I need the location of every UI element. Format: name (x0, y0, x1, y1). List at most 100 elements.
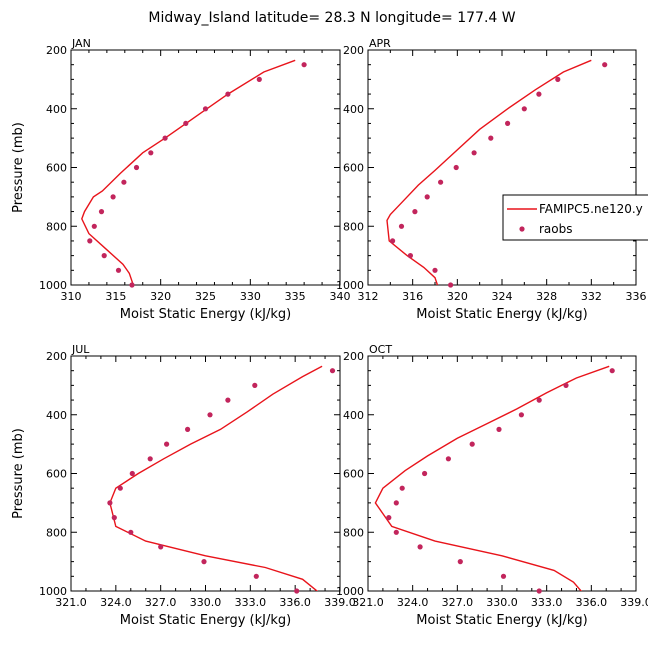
x-tick-label: 324.0 (397, 596, 429, 609)
x-tick-label: 320 (150, 290, 171, 303)
y-axis-label: Pressure (mb) (11, 122, 26, 213)
raob-point (438, 179, 444, 185)
x-tick-label: 336 (626, 290, 647, 303)
raob-point (407, 253, 413, 259)
model-line (109, 365, 323, 591)
y-tick-label: 200 (46, 44, 67, 57)
figure-title: Midway_Island latitude= 28.3 N longitude… (148, 10, 515, 26)
raob-point (386, 515, 392, 521)
y-tick-label: 600 (343, 162, 364, 175)
raob-point (147, 456, 153, 462)
raob-point (185, 426, 191, 432)
y-tick-label: 400 (343, 409, 364, 422)
x-tick-label: 324 (492, 290, 513, 303)
panel-title: OCT (369, 343, 392, 356)
x-tick-label: 327.0 (145, 596, 177, 609)
x-tick-label: 335 (285, 290, 306, 303)
raob-point (225, 397, 231, 403)
raob-point (390, 238, 396, 244)
raob-point (121, 179, 127, 185)
x-tick-label: 332 (581, 290, 602, 303)
x-tick-label: 333.0 (235, 596, 267, 609)
legend-box (502, 194, 648, 241)
raob-point (422, 470, 428, 477)
x-tick-label: 330.0 (486, 596, 518, 609)
raob-point (202, 106, 209, 112)
x-tick-label: 339.0 (324, 596, 356, 609)
y-tick-label: 800 (46, 526, 67, 539)
raob-point (129, 282, 135, 288)
raob-point (453, 164, 459, 171)
x-tick-label: 340 (330, 290, 351, 303)
raob-point (496, 426, 502, 432)
x-tick-label: 325 (195, 290, 216, 303)
raob-point (107, 500, 113, 506)
panels: 310 315 320 325 330 335 340 200 400 600 800 1000 JAN… (11, 37, 648, 628)
x-tick-label: 330.0 (190, 596, 222, 609)
raob-point (91, 223, 97, 229)
raob-point (448, 282, 454, 288)
panel-title: JUL (71, 343, 90, 356)
x-axis-label: Moist Static Energy (kJ/kg) (120, 307, 291, 322)
plot-frame (70, 49, 341, 286)
legend: FAMIPC5.ne120.y raobs (502, 194, 648, 241)
raob-point (98, 209, 105, 215)
raob-point (148, 150, 154, 156)
x-tick-label: 336.0 (279, 596, 311, 609)
x-tick-label: 321.0 (55, 596, 87, 609)
raob-point (399, 485, 405, 491)
x-tick-label: 339.0 (620, 596, 648, 609)
raob-point (253, 573, 259, 579)
x-axis-label: Moist Static Energy (kJ/kg) (416, 307, 587, 322)
x-tick-label: 312 (358, 290, 379, 303)
raob-point (252, 382, 258, 388)
panel-oct: 321.0 324.0 327.0 330.0 333.0 336.0 339.0 200 40… (336, 343, 648, 628)
y-tick-label: 400 (46, 409, 67, 422)
legend-model-label: FAMIPC5.ne120.y (539, 202, 643, 216)
x-tick-label: 310 (61, 290, 82, 303)
raob-point (133, 164, 140, 171)
x-tick-label: 315 (105, 290, 126, 303)
raob-point (412, 209, 418, 215)
raob-point (445, 456, 451, 462)
panel-apr: 312 316 320 324 328 332 336 200 400 600 800 1000 APR… (336, 37, 647, 322)
y-tick-label: 1000 (336, 585, 364, 598)
y-tick-label: 600 (343, 468, 364, 481)
y-tick-label: 400 (343, 103, 364, 116)
raob-point (398, 223, 405, 229)
raob-point (115, 267, 122, 273)
x-tick-label: 328 (536, 290, 557, 303)
raob-point (158, 544, 164, 550)
raob-point (164, 441, 170, 447)
raob-point (207, 412, 213, 418)
raob-point (563, 382, 569, 388)
y-tick-label: 1000 (336, 279, 364, 292)
raob-point (129, 470, 135, 477)
raob-point (225, 91, 231, 97)
raob-point (505, 120, 511, 126)
raob-point (111, 515, 117, 521)
model-line (374, 365, 610, 591)
y-tick-label: 800 (343, 526, 364, 539)
x-tick-label: 327.0 (442, 596, 474, 609)
panel-jul: 321.0 324.0 327.0 330.0 333.0 336.0 339.0 200 40… (11, 343, 356, 628)
raob-point (117, 485, 123, 491)
y-tick-label: 400 (46, 103, 67, 116)
raob-point (471, 150, 477, 156)
y-tick-label: 600 (46, 162, 67, 175)
x-tick-label: 316 (402, 290, 423, 303)
raob-point (432, 267, 438, 273)
legend-dot-swatch (519, 226, 525, 232)
raob-point (602, 62, 608, 68)
y-tick-label: 800 (343, 220, 364, 233)
x-axis-label: Moist Static Energy (kJ/kg) (120, 613, 291, 628)
y-axis-label: Pressure (mb) (11, 428, 26, 519)
x-tick-label: 321.0 (352, 596, 384, 609)
x-axis-label: Moist Static Energy (kJ/kg) (416, 613, 587, 628)
y-tick-label: 200 (343, 44, 364, 57)
plot-frame (367, 49, 637, 286)
raob-point (488, 135, 494, 141)
legend-obs-label: raobs (539, 222, 573, 236)
panel-jan: 310 315 320 325 330 335 340 200 400 600 800 1000 JAN… (11, 37, 351, 322)
x-tick-label: 320 (447, 290, 468, 303)
